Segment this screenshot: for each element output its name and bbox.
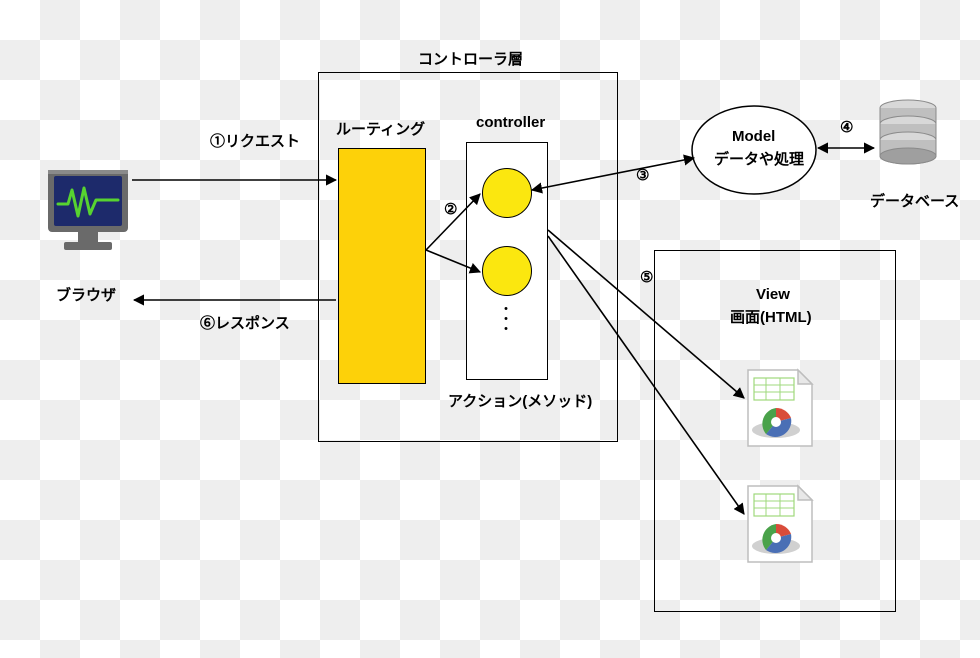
- action-dots: ・・・: [496, 304, 516, 334]
- routing-box: [338, 148, 426, 384]
- controller-layer-title: コントローラ層: [418, 48, 523, 69]
- controller-label: controller: [476, 114, 545, 131]
- diagram-canvas: コントローラ層 ルーティング controller ・・・ アクション(メソッド…: [0, 0, 980, 658]
- model-title: Model: [732, 128, 775, 145]
- step5-label: ⑤: [640, 268, 653, 286]
- routing-label: ルーティング: [336, 118, 425, 139]
- database-label: データベース: [870, 190, 959, 211]
- browser-label: ブラウザ: [56, 284, 116, 305]
- action-circle-2: [482, 246, 532, 296]
- view-box: [654, 250, 896, 612]
- action-circle-1: [482, 168, 532, 218]
- step6-label: ⑥レスポンス: [200, 312, 290, 333]
- view-title: View: [756, 286, 790, 303]
- step1-label: ①リクエスト: [210, 130, 300, 151]
- action-label: アクション(メソッド): [448, 390, 592, 411]
- step2-label: ②: [444, 200, 457, 218]
- step4-label: ④: [840, 118, 853, 136]
- model-sub: データや処理: [714, 148, 804, 169]
- step3-label: ③: [636, 166, 649, 184]
- view-sub: 画面(HTML): [730, 306, 812, 327]
